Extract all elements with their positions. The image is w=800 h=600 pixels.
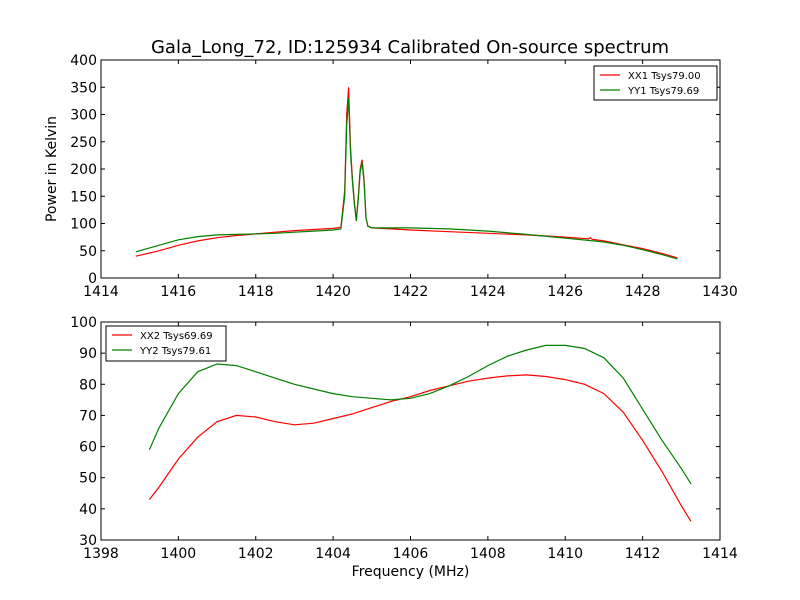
top-y-tick-label: 100 xyxy=(70,217,97,233)
top-plot: 1414 1416 1418 1420 1422 1424 1426 1428 1430 0 50 1… xyxy=(44,53,738,300)
top-series-line-1 xyxy=(135,87,678,259)
bottom-y-tick-label: 70 xyxy=(79,408,97,424)
top-x-tick-label: 1428 xyxy=(625,284,661,300)
bottom-plot: 1398 1400 1402 1404 1406 1408 1410 1412 1414 30 40… xyxy=(70,315,738,580)
bottom-x-axis-label: Frequency (MHz) xyxy=(352,564,470,580)
bottom-series-line-1 xyxy=(148,374,692,522)
top-x-tick-label: 1420 xyxy=(315,284,351,300)
bottom-x-tick-label: 1398 xyxy=(83,546,119,562)
top-x-tick-label: 1414 xyxy=(83,284,119,300)
bottom-series-line-2 xyxy=(148,344,692,485)
bottom-x-tick-label: 1414 xyxy=(702,546,738,562)
top-y-tick-label: 300 xyxy=(70,108,97,124)
bottom-x-tick-label: 1408 xyxy=(470,546,506,562)
top-legend: XX1 Tsys79.00 YY1 Tsys79.69 xyxy=(593,65,718,101)
bottom-legend: XX2 Tsys69.69 YY2 Tsys79.61 xyxy=(105,325,227,362)
top-x-tick-label: 1418 xyxy=(238,284,274,300)
top-y-tick-label: 250 xyxy=(70,135,97,151)
bottom-x-tick-label: 1410 xyxy=(547,546,583,562)
top-x-tick-label: 1430 xyxy=(702,284,738,300)
top-y-tick-label: 150 xyxy=(70,189,97,205)
top-y-tick-label: 0 xyxy=(88,271,97,287)
top-y-tick-label: 200 xyxy=(70,162,97,178)
bottom-legend-label-2: YY2 Tsys79.61 xyxy=(139,346,211,357)
chart-title: Gala_Long_72, ID:125934 Calibrated On-so… xyxy=(151,37,669,58)
top-y-axis-label: Power in Kelvin xyxy=(44,116,60,222)
top-x-tick-label: 1426 xyxy=(547,284,583,300)
bottom-x-tick-label: 1406 xyxy=(393,546,429,562)
top-legend-label-2: YY1 Tsys79.69 xyxy=(627,86,699,97)
top-x-tick-label: 1424 xyxy=(470,284,506,300)
top-x-tick-label: 1416 xyxy=(161,284,197,300)
bottom-x-tick-label: 1400 xyxy=(161,546,197,562)
top-y-tick-label: 50 xyxy=(79,244,97,260)
bottom-y-tick-label: 80 xyxy=(79,377,97,393)
bottom-x-tick-label: 1402 xyxy=(238,546,274,562)
top-y-tick-label: 350 xyxy=(70,80,97,96)
bottom-x-tick-label: 1404 xyxy=(315,546,351,562)
bottom-y-tick-label: 90 xyxy=(79,346,97,362)
bottom-y-tick-label: 100 xyxy=(70,315,97,331)
top-legend-label-1: XX1 Tsys79.00 xyxy=(628,71,701,82)
bottom-y-tick-label: 50 xyxy=(79,471,97,487)
bottom-x-tick-label: 1412 xyxy=(625,546,661,562)
bottom-legend-label-1: XX2 Tsys69.69 xyxy=(140,331,213,342)
top-y-tick-label: 400 xyxy=(70,53,97,69)
top-series-line-2 xyxy=(135,98,678,260)
bottom-y-tick-label: 40 xyxy=(79,502,97,518)
bottom-legend-box xyxy=(105,325,227,362)
bottom-y-tick-label: 60 xyxy=(79,440,97,456)
top-x-tick-label: 1422 xyxy=(393,284,429,300)
top-legend-box xyxy=(593,65,718,101)
bottom-y-tick-label: 30 xyxy=(79,533,97,549)
